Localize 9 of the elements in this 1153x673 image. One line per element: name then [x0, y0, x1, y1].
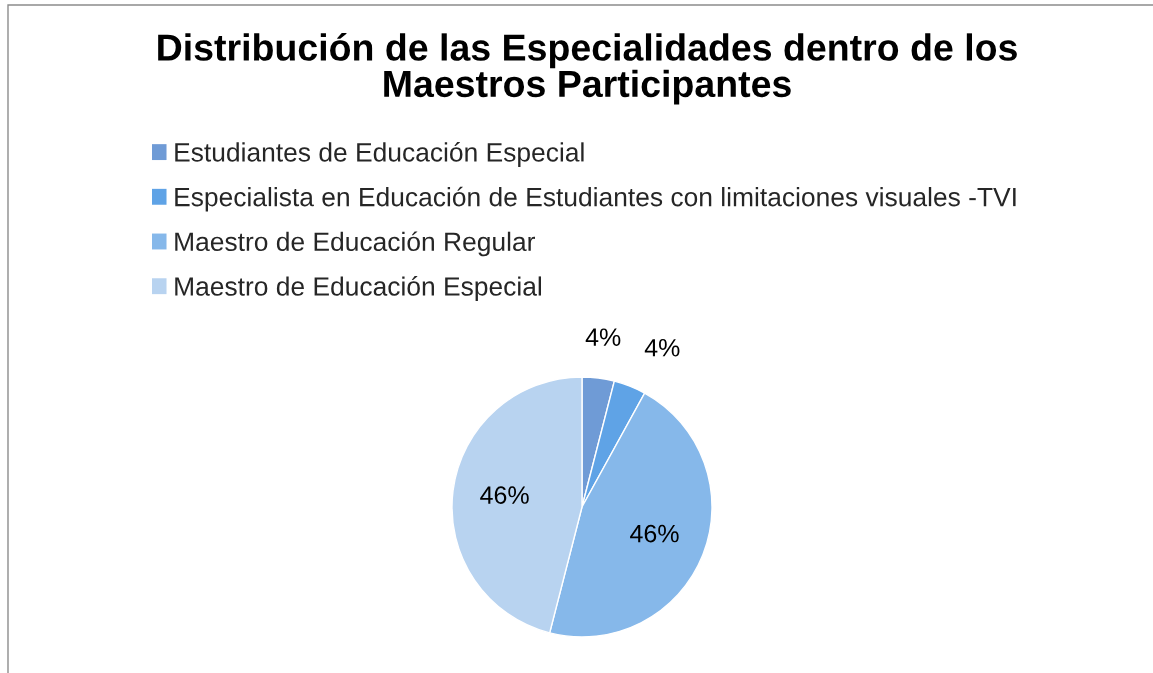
chart-title: Distribución de las Especialidades dentro de los Maestros Participantes	[158, 33, 1017, 105]
legend-label: Estudiantes de Educación Especial	[175, 142, 584, 167]
data-label: 46%	[630, 524, 679, 543]
legend-label: Maestro de Educación Especial	[175, 276, 541, 302]
data-label: 4%	[585, 328, 621, 346]
legend-label: Maestro de Educación Regular	[175, 231, 535, 257]
data-label: 46%	[480, 486, 529, 504]
legend-label: Especialista en Educación de Estudiantes con limitaciones visuales -TVI	[175, 186, 1016, 212]
data-label: 4%	[644, 338, 680, 357]
